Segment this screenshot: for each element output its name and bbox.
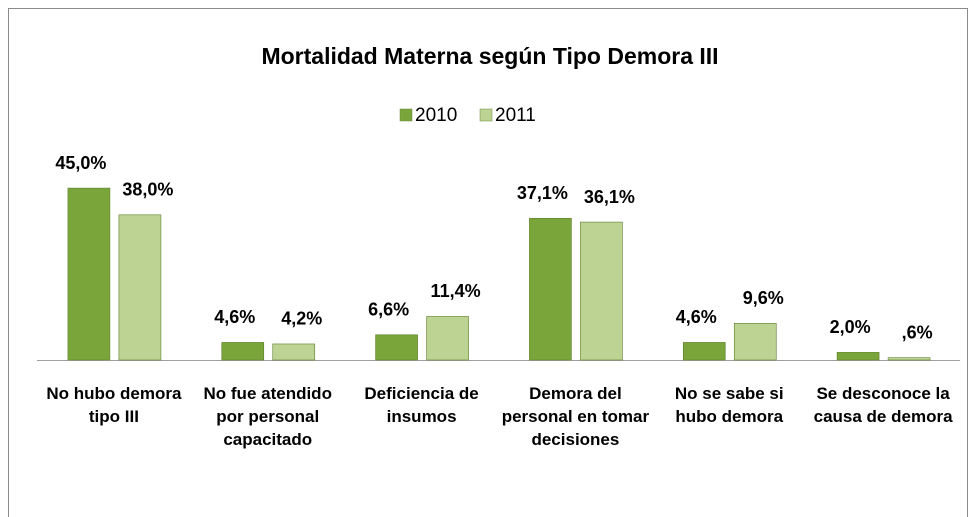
x-tick-label: No se sabe si hubo demora [674,384,784,426]
data-label: 37,1% [517,183,568,203]
data-label: ,6% [902,322,933,342]
legend-swatch [399,108,413,122]
legend-label: 2010 [415,105,457,126]
bar [67,187,111,361]
legend-swatch [479,108,493,122]
data-label: 4,2% [281,309,322,329]
bar [375,334,418,361]
data-label: 6,6% [368,300,409,320]
chart-frame [8,8,968,517]
bar [682,342,726,361]
data-label: 45,0% [55,153,106,173]
x-tick-label: Demora del personal en tomar decisiones [501,384,650,449]
bar [118,214,162,361]
x-tick-label: No hubo demora tipo III [46,384,182,426]
x-tick-label: Se desconoce la causa de demora [813,384,953,426]
data-label: 2,0% [830,317,871,337]
chart-title: Mortalidad Materna según Tipo Demora III [261,43,718,69]
bar [426,316,469,361]
bar [733,323,777,361]
bar [221,342,265,361]
data-label: 11,4% [431,281,481,301]
data-label: 9,6% [743,288,784,308]
bar [580,221,623,361]
bar [887,357,931,361]
data-label: 36,1% [584,187,635,207]
x-tick-label: Deficiencia de insumos [364,384,479,426]
data-label: 38,0% [122,180,173,200]
bar [272,343,316,361]
x-tick-label: No fue atendido por personal capacitado [203,384,332,449]
legend-label: 2011 [495,105,536,126]
data-label: 4,6% [676,307,717,327]
bar [529,217,572,361]
bar [836,352,880,361]
data-label: 4,6% [214,307,255,327]
